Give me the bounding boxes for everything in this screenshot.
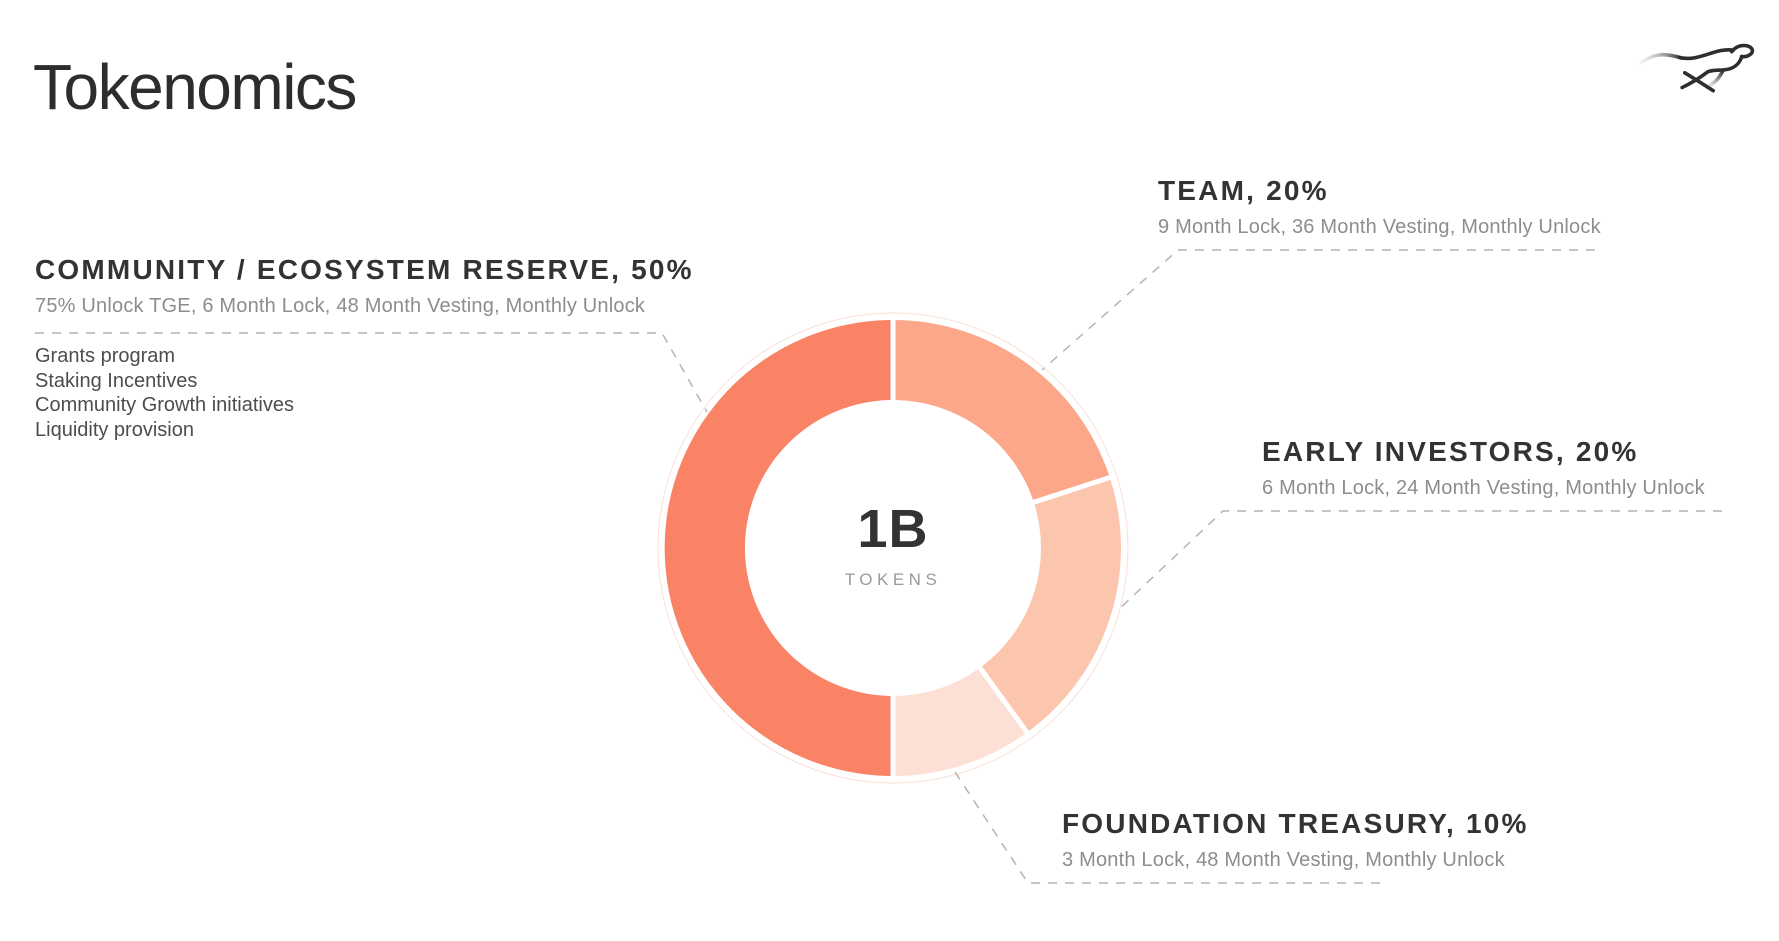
donut-slice-community-ecosystem-reserve <box>664 320 891 776</box>
segment-details-foundation-treasury: 3 Month Lock, 48 Month Vesting, Monthly … <box>1062 849 1505 872</box>
community-note-item: Grants program <box>35 345 176 367</box>
community-note-item: Liquidity provision <box>35 418 194 441</box>
segment-details-early-investors: 6 Month Lock, 24 Month Vesting, Monthly … <box>1262 477 1705 500</box>
total-supply-unit: TOKENS <box>844 570 942 589</box>
community-note-item: Staking Incentives <box>35 369 198 392</box>
cheetah-head <box>1729 43 1755 59</box>
segment-details-community: 75% Unlock TGE, 6 Month Lock, 48 Month V… <box>35 295 646 318</box>
donut-slice-early-investors <box>982 479 1121 731</box>
cheetah-chest <box>1706 54 1744 74</box>
page-title: Tokenomics <box>33 51 357 123</box>
segment-heading-community: COMMUNITY / ECOSYSTEM RESERVE, 50% <box>35 254 694 285</box>
cheetah-logo <box>1638 43 1755 93</box>
segment-label-early-investors: EARLY INVESTORS, 20% 6 Month Lock, 24 Mo… <box>1262 436 1705 500</box>
segment-heading-foundation-treasury: FOUNDATION TREASURY, 10% <box>1062 808 1529 839</box>
donut-slice-team <box>895 320 1110 500</box>
cheetah-hind-leg-2 <box>1682 71 1716 93</box>
segment-label-foundation-treasury: FOUNDATION TREASURY, 10% 3 Month Lock, 4… <box>1062 808 1529 872</box>
connector-early-investors <box>1115 510 1722 613</box>
donut-slice-foundation-treasury <box>895 669 1025 776</box>
connector-community <box>35 332 708 413</box>
donut-slices <box>664 320 1121 776</box>
connector-lines <box>35 249 1722 884</box>
total-supply-value: 1B <box>857 499 929 559</box>
segment-label-team: TEAM, 20% 9 Month Lock, 36 Month Vesting… <box>1158 175 1601 239</box>
segment-heading-early-investors: EARLY INVESTORS, 20% <box>1262 436 1639 467</box>
donut-center-label: 1B TOKENS <box>773 498 1013 590</box>
segment-label-community: COMMUNITY / ECOSYSTEM RESERVE, 50% 75% U… <box>35 254 694 318</box>
community-note-item: Community Growth initiatives <box>35 394 294 416</box>
connector-team <box>1041 249 1595 371</box>
segment-details-team: 9 Month Lock, 36 Month Vesting, Monthly … <box>1158 216 1601 239</box>
donut-outer-hairline <box>657 312 1129 784</box>
cheetah-back <box>1677 48 1736 61</box>
community-notes-list: Grants program Staking Incentives Commun… <box>35 344 294 442</box>
segment-heading-team: TEAM, 20% <box>1158 175 1329 206</box>
